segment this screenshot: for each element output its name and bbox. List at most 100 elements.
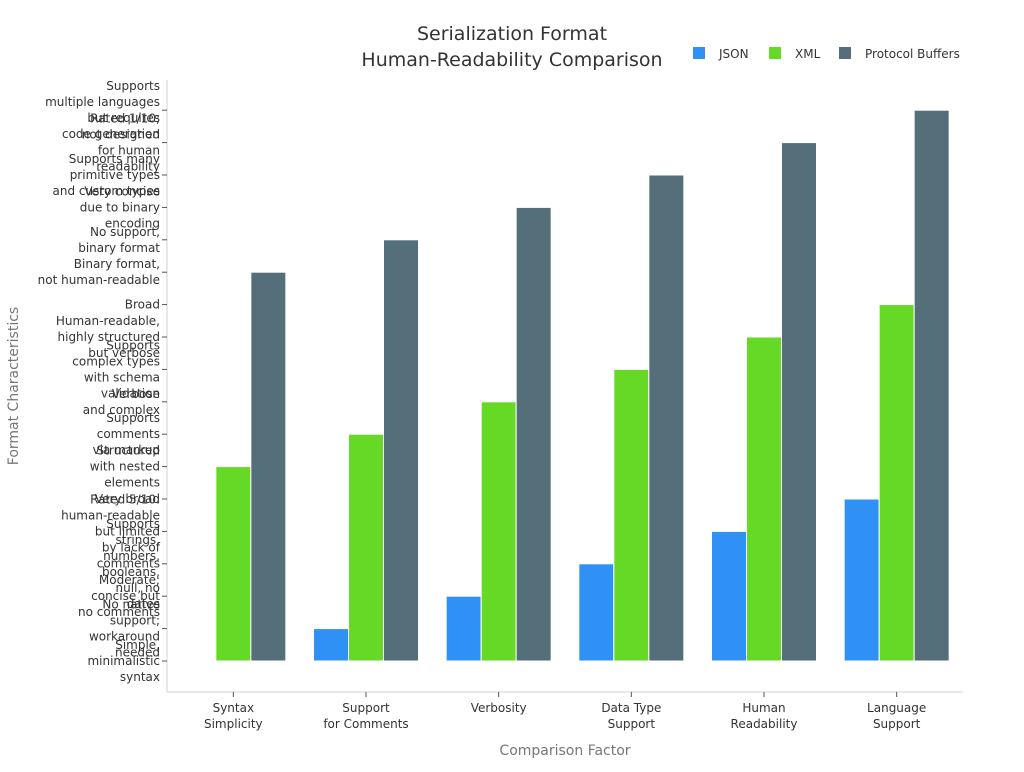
x-tick-label-line: Simplicity bbox=[204, 717, 263, 731]
y-tick-label-line: minimalistic bbox=[87, 654, 160, 668]
legend-label: JSON bbox=[718, 47, 749, 61]
bar-protocol-buffers bbox=[648, 174, 685, 662]
y-tick-label-line: Very concise bbox=[84, 184, 160, 198]
bar-protocol-buffers bbox=[781, 142, 817, 662]
y-tick-label-line: Supports bbox=[106, 338, 160, 352]
y-tick-label-line: for human bbox=[98, 144, 160, 158]
bar-json bbox=[445, 595, 482, 662]
y-tick-label: Human-readable, highly structured but verb… bbox=[56, 314, 160, 360]
y-tick-label-line: workaround bbox=[89, 630, 160, 644]
y-tick-label-line: readability bbox=[96, 160, 160, 174]
bar-xml bbox=[215, 466, 252, 662]
y-tick-label: Supports complex types with schema validati… bbox=[72, 338, 160, 400]
y-tick-label-line: binary format bbox=[78, 241, 160, 255]
y-tick-label: Simple, minimalistic syntax bbox=[87, 638, 160, 684]
y-tick-label-line: validation bbox=[101, 386, 160, 400]
x-tick-label: Human Readability bbox=[731, 701, 798, 731]
y-tick-label: Supports many primitive types and custom t… bbox=[53, 152, 160, 198]
legend-label: XML bbox=[795, 47, 821, 61]
chart-title-line: Serialization Format bbox=[417, 23, 607, 45]
x-tick-label-line: Syntax bbox=[213, 701, 254, 715]
y-tick-label-line: No support, bbox=[90, 225, 160, 239]
legend-swatch bbox=[693, 47, 705, 59]
bar-xml bbox=[348, 433, 384, 662]
y-tick-label-line: multiple languages bbox=[45, 95, 160, 109]
y-tick-label: Supports strings, numbers, booleans, null, n… bbox=[102, 517, 160, 611]
y-tick-label-line: due to binary bbox=[80, 200, 160, 214]
y-tick-label: Very broad bbox=[95, 492, 160, 506]
y-tick-label-line: but requires bbox=[87, 111, 160, 125]
axes bbox=[162, 80, 963, 697]
legend-label: Protocol Buffers bbox=[865, 47, 960, 61]
y-tick-label: No support, binary format bbox=[78, 225, 160, 255]
y-tick-label-line: Rated 1/10; bbox=[90, 112, 160, 126]
y-tick-label-line: booleans, bbox=[102, 565, 160, 579]
x-tick-label: Data Type Support bbox=[601, 701, 661, 731]
axis-labels: Comparison Factor Format Characteristics bbox=[6, 307, 631, 759]
x-tick-label: Syntax Simplicity bbox=[204, 701, 263, 731]
y-tick-label-line: dates bbox=[127, 597, 160, 611]
x-tick-label-line: Verbosity bbox=[471, 701, 527, 715]
x-tick-label: Language Support bbox=[867, 701, 926, 731]
y-tick-label-line: Supports many bbox=[69, 152, 160, 166]
bar-protocol-buffers bbox=[383, 239, 419, 662]
chart-title: Serialization Format Human-Readability Co… bbox=[361, 23, 662, 71]
x-tick-label-line: Support bbox=[873, 717, 921, 731]
y-tick-label-line: human-readable bbox=[61, 508, 160, 522]
y-tick-label: Broad bbox=[125, 298, 160, 312]
y-tick-label-line: Very broad bbox=[95, 492, 160, 506]
y-tick-label-line: comments bbox=[97, 556, 160, 570]
y-tick-label-line: not human-readable bbox=[38, 273, 160, 287]
y-tick-label: Rated 5/10: human-readable but limited by l… bbox=[61, 492, 161, 570]
x-tick-label: Support for Comments bbox=[323, 701, 408, 731]
y-tick-label: Verbose and complex bbox=[83, 387, 160, 417]
y-tick-label-line: Simple, bbox=[115, 638, 160, 652]
y-tick-label: Structured with nested elements bbox=[90, 444, 160, 490]
y-tick-label-line: Broad bbox=[125, 298, 160, 312]
y-tick-label-line: primitive types bbox=[70, 168, 160, 182]
x-tick-label-line: Human bbox=[742, 701, 785, 715]
bars bbox=[215, 109, 950, 662]
bar-xml bbox=[480, 401, 517, 662]
x-tick-label-line: Data Type bbox=[601, 701, 661, 715]
y-tick-label: No native support; workaround needed bbox=[89, 598, 160, 660]
y-tick-label-line: elements bbox=[104, 476, 160, 490]
chart-title-line: Human-Readability Comparison bbox=[361, 49, 662, 71]
y-tick-label-line: with nested bbox=[90, 460, 160, 474]
x-tick-label-line: Support bbox=[342, 701, 390, 715]
y-tick-label-line: but limited bbox=[95, 524, 160, 538]
bar-json bbox=[313, 628, 349, 662]
y-tick-label: Rated 1/10; not designed for human readabil… bbox=[82, 112, 160, 174]
y-tick-label-line: Verbose bbox=[112, 387, 160, 401]
y-tick-label: Very concise due to binary encoding bbox=[80, 184, 160, 230]
bar-xml bbox=[613, 368, 650, 662]
x-tick-label-line: Readability bbox=[731, 717, 798, 731]
y-tick-label-line: numbers, bbox=[103, 549, 160, 563]
y-axis-label: Format Characteristics bbox=[6, 307, 22, 465]
bar-json bbox=[843, 498, 880, 662]
y-tick-label-line: and custom types bbox=[53, 184, 160, 198]
x-tick-label: Verbosity bbox=[471, 701, 527, 715]
y-tick-label-line: strings, bbox=[115, 533, 160, 547]
y-tick-label-line: Human-readable, bbox=[56, 314, 160, 328]
y-tick-label-line: with schema bbox=[84, 370, 160, 384]
y-tick-label-line: Moderate; bbox=[99, 573, 160, 587]
y-tick-label-line: syntax bbox=[120, 670, 160, 684]
y-tick-label-line: support; bbox=[110, 614, 160, 628]
y-tick-label: Moderate; concise but no comments bbox=[78, 573, 160, 619]
y-tick-label-line: not designed bbox=[82, 128, 160, 142]
y-tick-label-line: null, no bbox=[116, 581, 160, 595]
y-tick-label-line: code generation bbox=[62, 127, 160, 141]
y-tick-label-line: needed bbox=[115, 646, 160, 660]
y-tick-label-line: highly structured bbox=[58, 330, 161, 344]
y-tick-label-line: Supports bbox=[106, 517, 160, 531]
bar-xml bbox=[878, 304, 915, 662]
bar-protocol-buffers bbox=[913, 109, 950, 662]
y-tick-label-line: and complex bbox=[83, 403, 160, 417]
y-tick-label-line: Structured bbox=[97, 444, 160, 458]
y-tick-label: Binary format, not human-readable bbox=[38, 257, 160, 287]
bar-xml bbox=[746, 336, 782, 662]
bar-json bbox=[711, 530, 747, 662]
